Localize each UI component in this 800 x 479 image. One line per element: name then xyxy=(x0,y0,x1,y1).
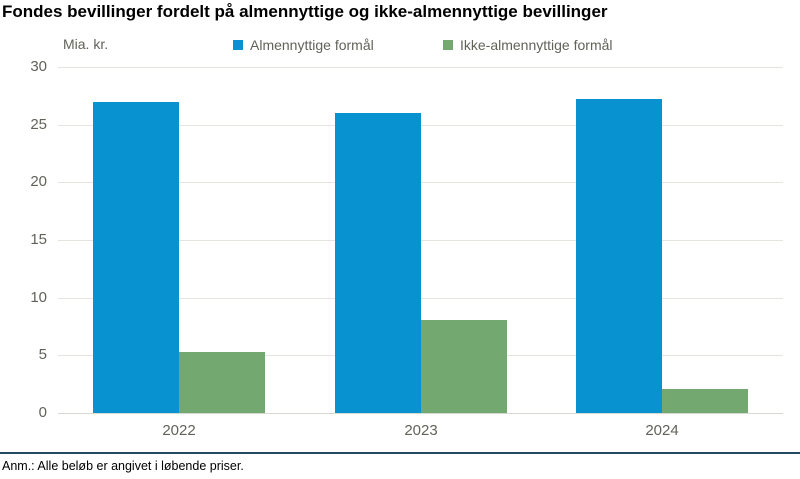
y-tick-label: 5 xyxy=(38,346,47,363)
x-tick-label-2023: 2023 xyxy=(404,422,438,439)
bar-2023-ikke-almennyttige xyxy=(421,320,507,413)
gridline-0 xyxy=(58,413,783,414)
y-axis-unit-label: Mia. kr. xyxy=(63,36,109,52)
x-tick-label-2022: 2022 xyxy=(162,422,196,439)
legend-swatch-blue-icon xyxy=(233,40,243,50)
legend-label: Ikke-almennyttige formål xyxy=(460,37,613,53)
x-tick-label-2024: 2024 xyxy=(645,422,679,439)
y-tick-label: 25 xyxy=(30,116,47,133)
gridline-30 xyxy=(58,67,783,68)
bar-2024-almennyttige xyxy=(576,99,662,413)
chart-title: Fondes bevillinger fordelt på almennytti… xyxy=(2,2,608,21)
legend-label: Almennyttige formål xyxy=(250,37,374,53)
footer-divider xyxy=(0,452,800,454)
chart-footnote: Anm.: Alle beløb er angivet i løbende pr… xyxy=(2,459,244,473)
legend-item-ikke-almennyttige: Ikke-almennyttige formål xyxy=(443,37,613,53)
legend-item-almennyttige: Almennyttige formål xyxy=(233,37,374,53)
bar-2024-ikke-almennyttige xyxy=(662,389,748,413)
bar-2023-almennyttige xyxy=(335,113,421,413)
y-tick-label: 30 xyxy=(30,58,47,75)
bar-2022-ikke-almennyttige xyxy=(179,352,265,413)
legend-swatch-green-icon xyxy=(443,40,453,50)
y-tick-label: 15 xyxy=(30,231,47,248)
y-tick-label: 10 xyxy=(30,289,47,306)
y-tick-label: 20 xyxy=(30,173,47,190)
bar-2022-almennyttige xyxy=(93,102,179,413)
y-tick-label: 0 xyxy=(38,404,47,421)
